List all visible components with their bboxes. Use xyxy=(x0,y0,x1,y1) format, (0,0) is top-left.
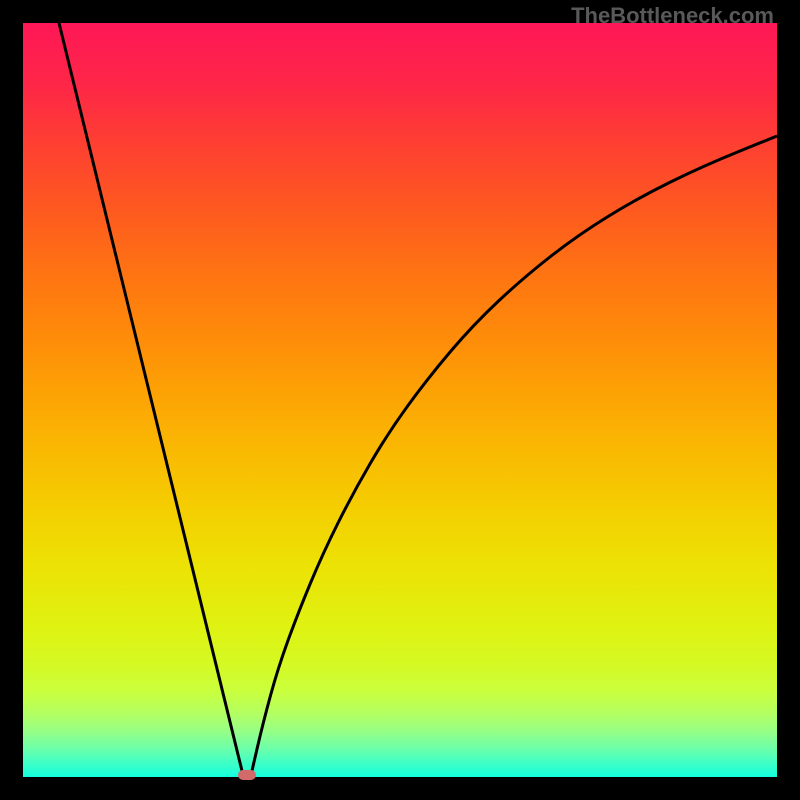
plot-area xyxy=(23,23,777,777)
curve-left-branch xyxy=(59,23,243,775)
minimum-marker xyxy=(238,770,256,780)
curve-right-branch xyxy=(251,136,777,775)
bottleneck-curve xyxy=(23,23,777,777)
watermark-text: TheBottleneck.com xyxy=(571,3,774,29)
